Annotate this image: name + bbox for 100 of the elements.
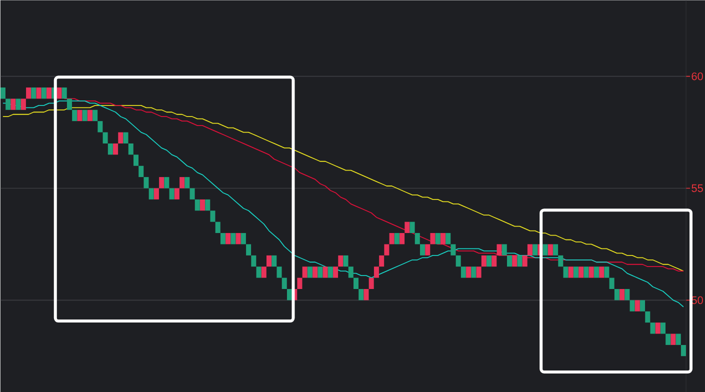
candlestick — [512, 255, 518, 267]
candlestick — [251, 255, 256, 267]
candlestick — [379, 255, 384, 267]
candlestick — [374, 266, 379, 278]
candlestick — [532, 244, 538, 256]
candlestick — [184, 176, 190, 188]
candlestick — [98, 121, 103, 132]
candlestick — [676, 334, 681, 345]
candlestick — [10, 98, 16, 110]
candlestick — [174, 188, 180, 200]
candlestick — [276, 266, 282, 278]
candlestick — [261, 266, 266, 278]
candlestick — [594, 266, 599, 278]
candlestick — [246, 244, 252, 256]
candlestick — [87, 110, 92, 122]
candlestick — [343, 255, 348, 267]
candlestick — [389, 232, 394, 244]
candlestick — [425, 244, 430, 256]
candlestick — [220, 232, 226, 244]
candlestick — [435, 232, 440, 244]
candlestick — [481, 255, 486, 267]
candlestick — [506, 255, 512, 267]
candlestick — [108, 143, 113, 155]
candlestick — [102, 132, 108, 144]
candlestick — [77, 110, 82, 122]
candlestick — [655, 322, 660, 334]
candlestick — [496, 244, 502, 256]
candlestick — [620, 288, 625, 300]
candlestick — [138, 166, 144, 177]
candlestick — [364, 288, 369, 300]
candlestick — [517, 255, 522, 267]
candlestick — [282, 278, 287, 289]
candlestick — [266, 255, 272, 267]
candlestick — [307, 266, 312, 278]
candlestick — [215, 222, 220, 233]
candlestick — [368, 278, 374, 289]
candlestick — [16, 98, 21, 110]
candlestick — [123, 132, 128, 144]
candlestick — [660, 322, 666, 334]
candlestick — [542, 244, 548, 256]
candlestick — [650, 322, 656, 334]
candlestick — [194, 199, 200, 211]
candlestick — [113, 143, 118, 155]
candlestick — [318, 266, 323, 278]
candlestick — [353, 278, 359, 289]
candlestick — [46, 87, 52, 99]
candlestick — [492, 255, 497, 267]
candlestick — [394, 232, 400, 244]
candlestick — [338, 255, 344, 267]
candlestick — [205, 199, 210, 211]
candlestick — [348, 266, 354, 278]
candlestick — [578, 266, 584, 278]
candlestick — [553, 244, 558, 256]
candlestick — [640, 300, 646, 312]
candlestick — [456, 255, 461, 267]
candlestick — [312, 266, 318, 278]
candlestick — [230, 232, 236, 244]
candlestick — [404, 222, 410, 233]
candlestick — [20, 98, 26, 110]
candlestick — [410, 222, 415, 233]
candlestick — [92, 110, 98, 122]
candlestick — [226, 232, 231, 244]
candlestick — [56, 87, 62, 99]
candlestick — [0, 87, 6, 99]
candlestick — [599, 266, 604, 278]
candlestick — [645, 311, 650, 322]
candlestick — [133, 154, 138, 166]
candlestick — [604, 266, 610, 278]
candlestick — [486, 255, 492, 267]
candlestick — [180, 176, 185, 188]
candlestick — [584, 266, 589, 278]
candlestick — [256, 266, 262, 278]
candlestick — [563, 266, 568, 278]
candlestick — [609, 278, 614, 289]
candlestick — [328, 266, 333, 278]
candlestick — [72, 110, 78, 122]
candlestick — [414, 232, 420, 244]
candlestick — [670, 334, 676, 345]
candlestick — [446, 232, 451, 244]
y-tick-label: 60 — [692, 72, 703, 80]
candlestick — [154, 188, 159, 200]
candlestick — [588, 266, 594, 278]
candlestick — [322, 266, 328, 278]
candlestick — [558, 255, 564, 267]
candlestick — [148, 188, 154, 200]
candlestick — [41, 87, 46, 99]
candlestick — [190, 188, 195, 200]
candlestick — [169, 188, 174, 200]
candlestick — [272, 255, 277, 267]
candlestick — [210, 210, 216, 222]
candlestick — [634, 300, 640, 312]
candlestick — [476, 266, 482, 278]
candlestick — [6, 98, 11, 110]
candlestick — [31, 87, 36, 99]
candlestick — [164, 176, 170, 188]
candlestick — [430, 232, 436, 244]
candlestick — [614, 288, 620, 300]
candlestick — [82, 110, 88, 122]
candlestick — [450, 244, 456, 256]
candlestick — [460, 266, 466, 278]
